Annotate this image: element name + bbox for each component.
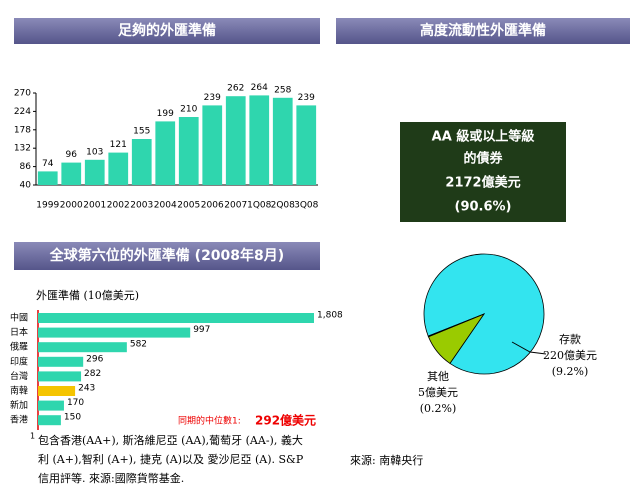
y-tick-label: 日本 xyxy=(10,326,28,338)
x-tick-label: 2005 xyxy=(177,201,200,211)
bar xyxy=(155,121,176,185)
annotation: 同期的中位數1: xyxy=(178,415,241,427)
value-label: 1,808 xyxy=(317,311,343,321)
value-label: 150 xyxy=(64,413,81,423)
box-text: 的債券 xyxy=(463,151,503,167)
bar xyxy=(38,371,82,382)
header-bar xyxy=(336,18,630,44)
value-label: 264 xyxy=(251,83,268,93)
pie-label: 存款 xyxy=(559,332,581,346)
y-tick-label: 中國 xyxy=(10,312,28,324)
x-tick-label: 2001 xyxy=(83,201,106,211)
bar xyxy=(38,327,191,338)
value-label: 210 xyxy=(180,105,197,115)
bar xyxy=(272,97,293,185)
bar xyxy=(38,386,76,396)
header: 足夠的外匯準備 xyxy=(118,22,216,39)
value-label: 262 xyxy=(227,84,244,94)
bar xyxy=(38,356,84,367)
annotation-value: 292億美元 xyxy=(255,413,316,428)
value-label: 96 xyxy=(66,150,78,160)
value-label: 239 xyxy=(204,93,221,103)
y-tick-label: 270 xyxy=(14,89,31,99)
bar xyxy=(61,162,82,185)
value-label: 155 xyxy=(133,127,150,137)
pie-label: (9.2%) xyxy=(552,365,589,378)
bar xyxy=(249,95,270,185)
x-tick-label: 2004 xyxy=(154,201,177,211)
bar xyxy=(178,117,199,185)
x-tick-label: 2003 xyxy=(130,201,153,211)
pie-label: 5億美元 xyxy=(418,386,458,399)
x-tick-label: 3Q08 xyxy=(294,201,319,211)
header-bar xyxy=(14,18,320,44)
bar xyxy=(38,415,61,426)
x-tick-label: 2006 xyxy=(201,201,224,211)
x-tick-label: 1999 xyxy=(36,201,59,211)
y-tick-label: 台灣 xyxy=(10,370,28,382)
pie-label: (0.2%) xyxy=(420,402,457,415)
box-text: AA 級或以上等級 xyxy=(432,129,535,145)
y-tick-label: 86 xyxy=(20,162,32,172)
leader-line xyxy=(511,341,547,355)
footnote-mark: 1 xyxy=(30,432,35,441)
source: 來源: 南韓央行 xyxy=(350,453,423,467)
footnote: 信用評等. 來源:國際貨幣基金. xyxy=(38,471,184,485)
bar xyxy=(37,171,58,185)
bar xyxy=(38,313,314,323)
box-text: 2172億美元 xyxy=(445,175,520,191)
footnote: 包含香港(AA+), 斯洛維尼亞 (AA),葡萄牙 (AA-), 義大 xyxy=(38,433,303,447)
subtitle: 外匯準備 (10億美元) xyxy=(36,288,139,302)
bar xyxy=(38,342,127,353)
bar xyxy=(84,159,105,185)
x-tick-label: 2007 xyxy=(224,201,247,211)
y-tick-label: 新加 xyxy=(10,399,28,411)
value-label: 199 xyxy=(157,109,174,119)
y-tick-label: 40 xyxy=(20,181,32,191)
value-label: 170 xyxy=(67,398,84,408)
x-tick-label: 2Q08 xyxy=(271,201,296,211)
header-bar xyxy=(14,242,320,270)
x-tick-label: 1Q08 xyxy=(247,201,272,211)
y-tick-label: 224 xyxy=(14,107,31,117)
bar xyxy=(296,105,317,185)
value-label: 74 xyxy=(42,159,54,169)
pie-label: 其他 xyxy=(427,370,449,383)
footnote: 利 (A+),智利 (A+), 捷克 (A)以及 愛沙尼亞 (A). S&P xyxy=(38,452,304,466)
header: 全球第六位的外匯準備 (2008年8月) xyxy=(49,247,284,264)
value-label: 997 xyxy=(193,325,210,335)
value-label: 121 xyxy=(110,140,127,150)
info-box xyxy=(400,122,566,222)
box-text: (90.6%) xyxy=(455,200,512,215)
x-tick-label: 2002 xyxy=(107,201,130,211)
pie-label: 220億美元 xyxy=(543,349,597,362)
value-label: 296 xyxy=(86,354,103,364)
y-tick-label: 178 xyxy=(14,125,31,135)
y-tick-label: 南韓 xyxy=(10,385,28,397)
y-tick-label: 印度 xyxy=(10,355,28,367)
bar xyxy=(108,152,129,185)
y-tick-label: 132 xyxy=(14,144,31,154)
value-label: 582 xyxy=(130,340,147,350)
y-tick-label: 俄羅 xyxy=(10,341,28,353)
bar xyxy=(38,400,64,411)
bar xyxy=(202,105,223,185)
header: 高度流動性外匯準備 xyxy=(420,22,546,39)
bar xyxy=(131,139,152,185)
value-label: 103 xyxy=(86,147,103,157)
x-tick-label: 2000 xyxy=(60,201,83,211)
y-tick-label: 香港 xyxy=(10,414,28,426)
bar xyxy=(225,96,246,185)
value-label: 243 xyxy=(78,384,95,394)
value-label: 239 xyxy=(298,93,315,103)
value-label: 282 xyxy=(84,369,101,379)
pie-slice xyxy=(427,313,485,338)
value-label: 258 xyxy=(274,85,291,95)
